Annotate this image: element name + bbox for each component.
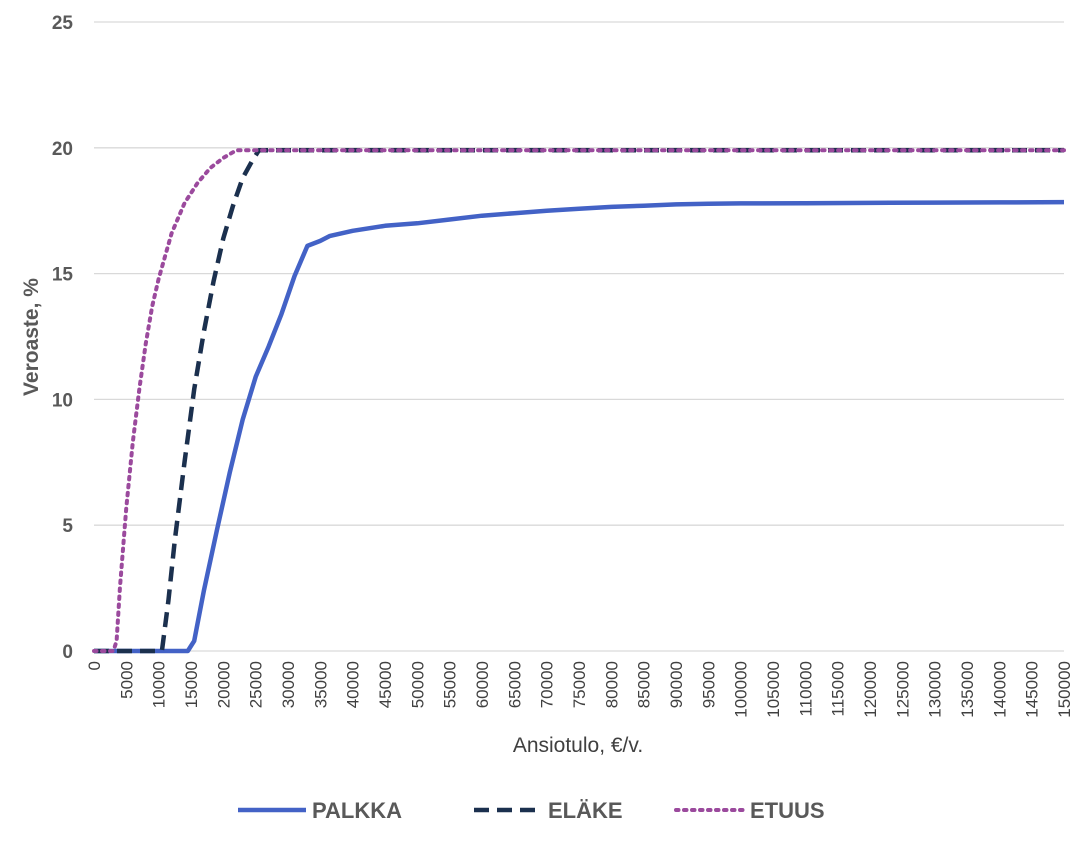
x-tick-label: 20000 xyxy=(214,661,233,708)
x-tick-label: 95000 xyxy=(699,661,718,708)
legend-label-eläke: ELÄKE xyxy=(548,798,623,823)
x-tick-label: 100000 xyxy=(732,661,751,718)
x-tick-label: 130000 xyxy=(926,661,945,718)
x-tick-label: 15000 xyxy=(182,661,201,708)
x-tick-label: 40000 xyxy=(344,661,363,708)
x-tick-label: 5000 xyxy=(117,661,136,699)
legend-label-etuus: ETUUS xyxy=(750,798,825,823)
x-tick-label: 30000 xyxy=(279,661,298,708)
x-tick-label: 0 xyxy=(85,661,104,670)
x-tick-label: 65000 xyxy=(505,661,524,708)
series-line-eläke xyxy=(94,148,1064,654)
x-axis-ticks: 0 5000 10000 15000 20000 25000 30000 35000 40000… xyxy=(85,661,1074,718)
x-tick-label: 120000 xyxy=(861,661,880,718)
y-tick-label: 10 xyxy=(52,390,73,411)
x-tick-label: 70000 xyxy=(538,661,557,708)
y-tick-label: 25 xyxy=(52,13,74,34)
x-tick-label: 145000 xyxy=(1023,661,1042,718)
x-tick-label: 60000 xyxy=(473,661,492,708)
x-tick-label: 80000 xyxy=(602,661,621,708)
x-tick-label: 50000 xyxy=(408,661,427,708)
x-tick-label: 55000 xyxy=(441,661,460,708)
series-lines xyxy=(92,148,1066,654)
y-tick-label: 5 xyxy=(62,516,73,537)
y-tick-label: 15 xyxy=(52,265,74,286)
x-tick-label: 150000 xyxy=(1055,661,1074,718)
legend-label-palkka: PALKKA xyxy=(312,798,402,823)
x-tick-label: 125000 xyxy=(893,661,912,718)
x-tick-label: 10000 xyxy=(150,661,169,708)
x-axis-title: Ansiotulo, €/v. xyxy=(513,734,643,757)
x-tick-label: 115000 xyxy=(829,661,848,716)
series-line-etuus xyxy=(92,148,1066,653)
y-axis-ticks: 0 5 10 15 20 25 xyxy=(52,13,74,663)
series-line-palkka xyxy=(94,199,1065,654)
x-tick-label: 75000 xyxy=(570,661,589,708)
gridlines xyxy=(94,21,1064,526)
x-tick-label: 90000 xyxy=(667,661,686,708)
y-tick-label: 20 xyxy=(52,139,73,160)
legend: PALKKA ELÄKE ETUUS xyxy=(238,798,825,823)
x-tick-label: 105000 xyxy=(764,661,783,718)
x-tick-label: 85000 xyxy=(635,661,654,708)
x-tick-label: 35000 xyxy=(311,661,330,708)
x-tick-label: 140000 xyxy=(990,661,1009,718)
x-tick-label: 110000 xyxy=(796,661,815,716)
x-tick-label: 45000 xyxy=(376,661,395,708)
x-tick-label: 135000 xyxy=(958,661,977,718)
y-tick-label: 0 xyxy=(62,642,73,663)
y-axis-title: Veroaste, % xyxy=(20,278,43,396)
x-tick-label: 25000 xyxy=(247,661,266,708)
